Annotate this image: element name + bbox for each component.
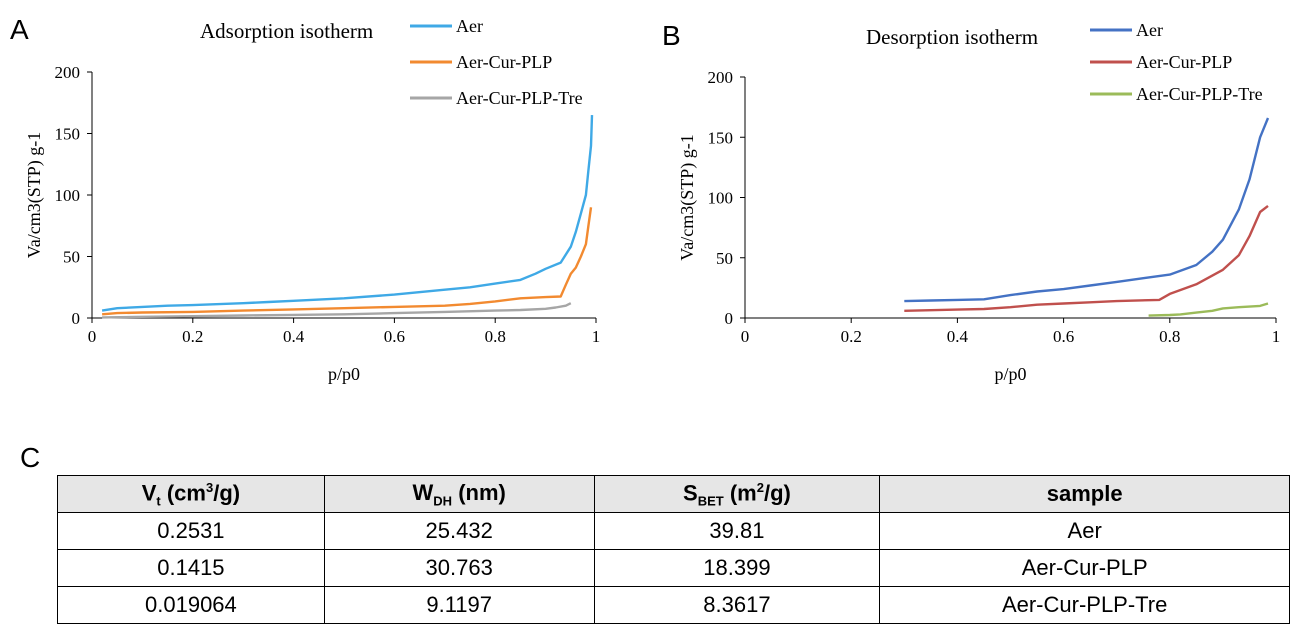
series-line-1 [101,115,594,312]
table-header-row: Vt (cm3/g) WDH (nm) SBET (m2/g) sample [57,475,1290,513]
header-sbet-sub: BET [697,493,724,509]
y-tick-label: 200 [55,63,81,82]
cell-sbet: 39.81 [593,512,881,550]
x-tick-label: 1 [1272,327,1281,346]
x-tick-label: 0.8 [485,327,506,346]
header-vt-sub: t [156,493,161,509]
series-line-2 [904,204,1269,312]
header-vt-unit-end: /g) [213,479,241,505]
x-tick-label: 0.6 [384,327,405,346]
series-line-2 [102,207,593,316]
header-wdh: WDH (nm) [323,475,595,513]
y-tick-label: 150 [708,128,734,147]
adsorption-chart: 0 0.2 0.4 0.6 0.8 1 0 50 100 150 200 p/p0 Va/cm3(STP… [24,16,601,384]
x-tick-label: 0.8 [1159,327,1180,346]
table-row: 0.2531 25.432 39.81 Aer [57,512,1290,550]
x-tick-label: 0.2 [841,327,862,346]
x-tick-label: 1 [592,327,601,346]
header-sbet: SBET (m2/g) [593,475,881,513]
header-vt-sup: 3 [205,479,214,495]
cell-wdh: 9.1197 [323,586,595,624]
cell-sample: Aer [879,512,1290,550]
table-row: 0.019064 9.1197 8.3617 Aer-Cur-PLP-Tre [57,586,1290,624]
y-tick-label: 150 [55,125,81,144]
header-vt: Vt (cm3/g) [57,475,325,513]
header-sbet-sup: 2 [756,479,764,495]
series-line-3 [1148,302,1269,317]
properties-table: Vt (cm3/g) WDH (nm) SBET (m2/g) sample 0… [57,475,1290,624]
legend-label-3: Aer-Cur-PLP-Tre [1136,84,1263,104]
chart-title: Desorption isotherm [866,25,1038,49]
x-tick-label: 0.4 [283,327,305,346]
x-axis-label: p/p0 [328,364,360,384]
x-tick-label: 0.2 [182,327,203,346]
header-wdh-unit: (nm) [452,479,506,505]
x-tick-label: 0 [88,327,97,346]
header-sbet-main: S [683,479,698,505]
header-sbet-unit: (m [723,479,757,505]
cell-vt: 0.2531 [57,512,325,550]
cell-vt: 0.019064 [57,586,325,624]
cell-wdh: 30.763 [323,549,595,587]
series-line-3 [102,302,572,319]
cell-sample: Aer-Cur-PLP [879,549,1290,587]
header-sbet-unit-end: /g) [763,479,791,505]
y-tick-label: 100 [708,189,734,208]
panel-label-c: C [20,442,41,473]
x-tick-label: 0.4 [947,327,969,346]
legend-label-2: Aer-Cur-PLP [456,52,552,72]
panel-label-a: A [10,14,29,45]
y-tick-label: 100 [55,186,81,205]
cell-vt: 0.1415 [57,549,325,587]
x-tick-label: 0 [741,327,750,346]
panel-label-b: B [662,20,681,51]
header-vt-main: V [141,479,157,505]
x-tick-label: 0.6 [1053,327,1074,346]
y-tick-label: 200 [708,68,734,87]
y-tick-label: 50 [716,249,733,268]
y-tick-label: 0 [725,309,734,328]
y-axis-label: Va/cm3(STP) g-1 [24,132,45,258]
table-row: 0.1415 30.763 18.399 Aer-Cur-PLP [57,549,1290,587]
legend-label-3: Aer-Cur-PLP-Tre [456,88,583,108]
y-axis-label: Va/cm3(STP) g-1 [677,134,698,260]
header-wdh-sub: DH [433,493,453,509]
series-line-1 [904,117,1270,303]
x-axis-label: p/p0 [994,364,1026,384]
header-vt-unit: (cm [160,479,206,505]
legend-label-1: Aer [456,16,483,36]
cell-wdh: 25.432 [323,512,595,550]
y-tick-label: 50 [63,248,80,267]
y-tick-label: 0 [72,309,81,328]
header-sample: sample [879,475,1290,513]
header-wdh-main: W [412,479,434,505]
cell-sbet: 8.3617 [593,586,881,624]
cell-sample: Aer-Cur-PLP-Tre [879,586,1290,624]
cell-sbet: 18.399 [593,549,881,587]
header-sample-main: sample [1046,481,1123,506]
chart-title: Adsorption isotherm [200,19,373,43]
legend-label-2: Aer-Cur-PLP [1136,52,1232,72]
legend-label-1: Aer [1136,20,1163,40]
desorption-chart: 0 0.2 0.4 0.6 0.8 1 0 50 100 150 200 p/p0 Va/cm3(STP… [677,20,1281,384]
